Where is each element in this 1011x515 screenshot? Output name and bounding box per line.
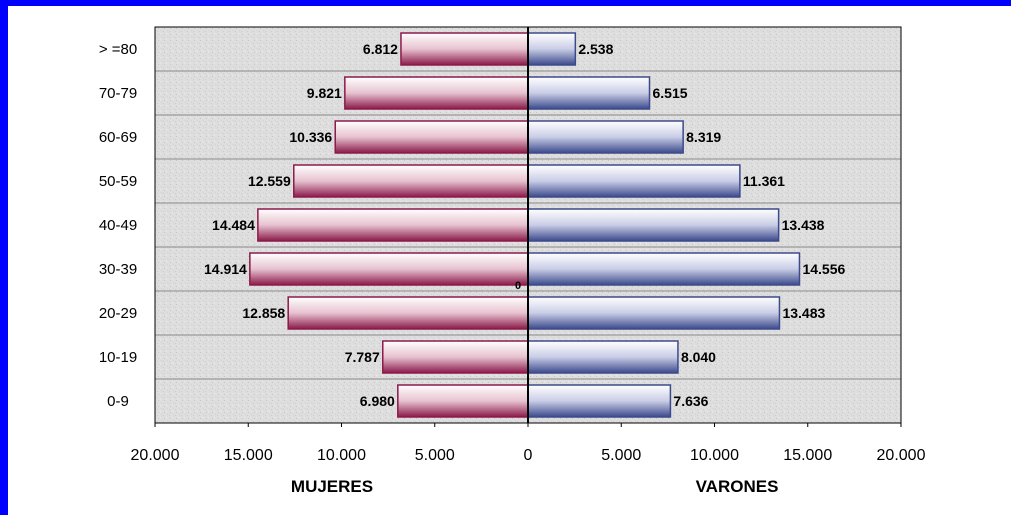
bar-mujeres [334, 120, 529, 154]
data-label-mujeres: 6.812 [363, 41, 398, 57]
x-tick-label: 5.000 [415, 447, 455, 464]
bar-mujeres [344, 76, 529, 110]
bar-mujeres [293, 164, 529, 198]
category-label: 20-29 [99, 305, 137, 322]
data-label-varones: 8.040 [681, 349, 716, 365]
x-tick-label: 10.000 [317, 447, 366, 464]
bar-mujeres [287, 296, 529, 330]
category-label: 10-19 [99, 349, 137, 366]
x-tick-label: 10.000 [690, 447, 739, 464]
frame-left-border [0, 0, 8, 515]
data-label-mujeres: 12.559 [248, 173, 291, 189]
category-label: > =80 [99, 41, 137, 58]
bar-mujeres [382, 340, 529, 374]
center-annotation: 0 [515, 280, 521, 292]
bar-varones [527, 252, 801, 286]
data-label-mujeres: 12.858 [242, 305, 285, 321]
data-label-mujeres: 10.336 [289, 129, 332, 145]
frame-top-border [0, 0, 1011, 6]
bar-varones [527, 384, 672, 418]
data-label-mujeres: 6.980 [360, 393, 395, 409]
x-tick-label: 15.000 [224, 447, 273, 464]
category-label: 0-9 [107, 393, 129, 410]
x-tick-label: 5.000 [601, 447, 641, 464]
bar-varones [527, 120, 684, 154]
category-label: 50-59 [99, 173, 137, 190]
x-tick-label: 20.000 [877, 447, 926, 464]
data-label-varones: 13.438 [782, 217, 825, 233]
bar-varones [527, 164, 741, 198]
varones-axis-label: VARONES [696, 477, 779, 496]
data-label-varones: 2.538 [578, 41, 613, 57]
data-label-mujeres: 7.787 [345, 349, 380, 365]
bar-varones [527, 296, 781, 330]
category-label: 60-69 [99, 129, 137, 146]
data-label-varones: 14.556 [802, 261, 845, 277]
bar-mujeres [249, 252, 529, 286]
category-label: 30-39 [99, 261, 137, 278]
bar-varones [527, 76, 651, 110]
x-tick-label: 20.000 [131, 447, 180, 464]
data-label-mujeres: 14.914 [204, 261, 247, 277]
x-tick-label: 15.000 [783, 447, 832, 464]
mujeres-axis-label: MUJERES [291, 477, 373, 496]
data-label-varones: 8.319 [686, 129, 721, 145]
bar-varones [527, 208, 780, 242]
data-label-varones: 11.361 [743, 173, 785, 189]
data-label-varones: 13.483 [782, 305, 825, 321]
category-label: 70-79 [99, 85, 137, 102]
data-label-varones: 7.636 [673, 393, 708, 409]
data-label-mujeres: 14.484 [212, 217, 255, 233]
data-label-varones: 6.515 [653, 85, 688, 101]
bar-mujeres [397, 384, 529, 418]
bar-varones [527, 32, 577, 66]
bar-mujeres [400, 32, 529, 66]
data-label-mujeres: 9.821 [307, 85, 342, 101]
bar-mujeres [257, 208, 529, 242]
bar-varones [527, 340, 679, 374]
x-tick-label: 0 [524, 447, 533, 464]
category-label: 40-49 [99, 217, 137, 234]
